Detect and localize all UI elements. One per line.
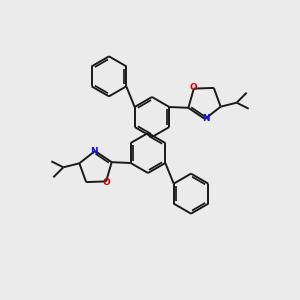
Text: N: N xyxy=(90,146,98,155)
Text: N: N xyxy=(202,115,210,124)
Text: O: O xyxy=(102,178,110,187)
Text: O: O xyxy=(190,83,198,92)
